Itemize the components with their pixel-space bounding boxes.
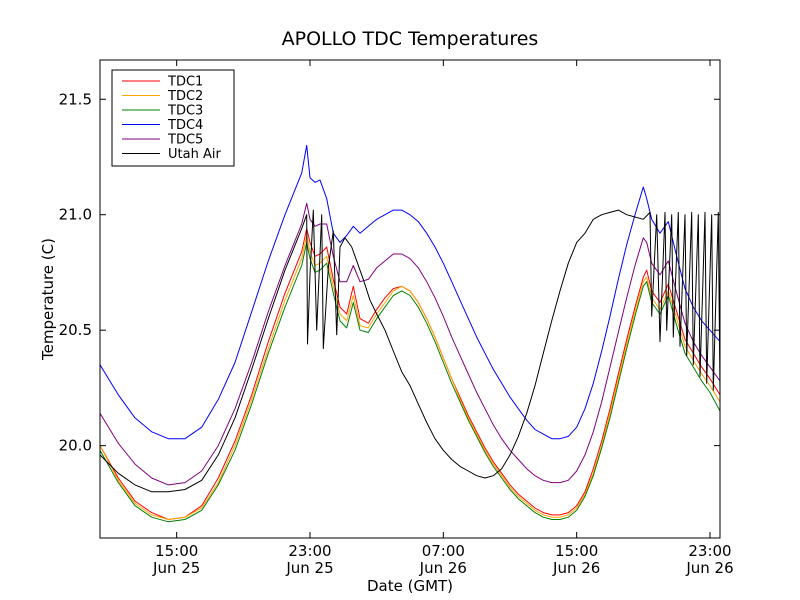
legend-label: Utah Air bbox=[168, 147, 221, 162]
series-line-tdc2 bbox=[100, 235, 720, 520]
legend-label: TDC1 bbox=[167, 75, 203, 90]
series-line-tdc3 bbox=[100, 241, 720, 523]
x-tick-label-date: Jun 26 bbox=[552, 559, 600, 577]
y-axis-title: Temperature (C) bbox=[39, 238, 57, 361]
series-line-tdc5 bbox=[100, 202, 720, 486]
legend-label: TDC2 bbox=[167, 89, 203, 104]
y-tick-label: 20.0 bbox=[59, 437, 92, 455]
series-line-tdc4 bbox=[100, 144, 720, 440]
x-tick-label-time: 15:00 bbox=[155, 542, 198, 560]
x-tick-label-date: Jun 26 bbox=[685, 559, 733, 577]
y-tick-label: 20.5 bbox=[59, 321, 92, 339]
x-tick-label-time: 23:00 bbox=[288, 542, 331, 560]
y-tick-label: 21.5 bbox=[59, 90, 92, 108]
x-tick-label-time: 15:00 bbox=[555, 542, 598, 560]
x-tick-label-date: Jun 25 bbox=[152, 559, 200, 577]
series-line-utah-air bbox=[100, 209, 720, 493]
x-tick-label-date: Jun 25 bbox=[285, 559, 333, 577]
legend-label: TDC5 bbox=[167, 133, 203, 148]
x-axis-title: Date (GMT) bbox=[367, 577, 453, 595]
chart-title: APOLLO TDC Temperatures bbox=[282, 28, 539, 50]
plot-frame bbox=[99, 59, 721, 539]
y-tick-label: 21.0 bbox=[59, 206, 92, 224]
x-tick-label-time: 23:00 bbox=[688, 542, 731, 560]
x-tick-label-date: Jun 26 bbox=[419, 559, 467, 577]
legend-label: TDC3 bbox=[167, 104, 203, 119]
legend-box bbox=[111, 69, 235, 167]
legend-label: TDC4 bbox=[167, 118, 203, 133]
series-layer bbox=[100, 144, 720, 523]
x-tick-label-time: 07:00 bbox=[422, 542, 465, 560]
